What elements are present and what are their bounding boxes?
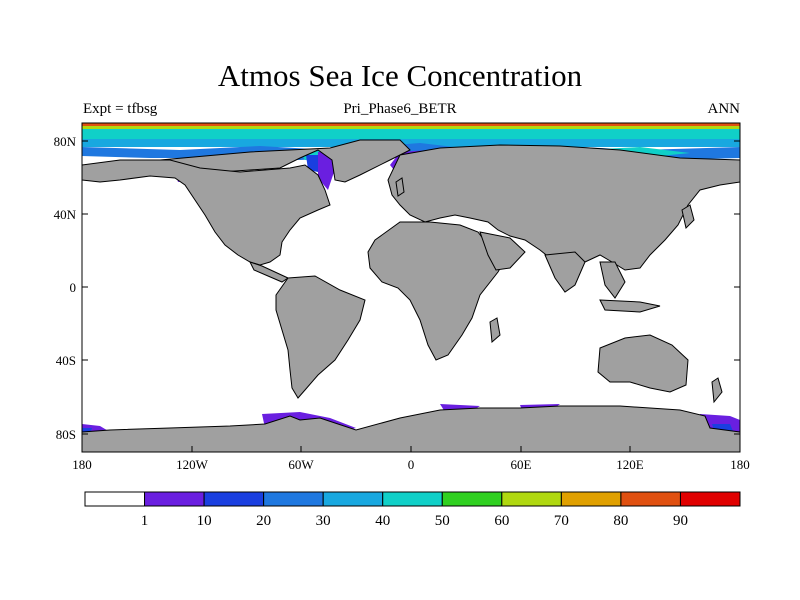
colorbar-label: 90	[673, 513, 688, 529]
lat-labels: 80N 40N 0 40S 80S	[54, 134, 77, 442]
colorbar-label: 40	[375, 513, 390, 529]
lon-ticks	[81, 446, 741, 452]
colorbar-label: 30	[316, 513, 331, 529]
colorbar-swatch	[263, 491, 324, 507]
colorbar-label: 10	[197, 513, 212, 529]
map-panel	[82, 123, 740, 452]
colorbar-swatch	[620, 491, 681, 507]
colorbar-swatch	[322, 491, 384, 507]
colorbar-swatch	[679, 491, 741, 507]
lat-label: 80N	[54, 134, 77, 149]
colorbar-swatch	[84, 491, 146, 507]
colorbar-swatch	[441, 491, 503, 507]
lat-ticks	[82, 140, 740, 435]
lon-label: 120W	[176, 457, 209, 472]
lat-label: 40N	[54, 207, 77, 222]
colorbar-swatch	[203, 491, 265, 507]
experiment-label: Expt = tfbsg	[83, 101, 158, 117]
lon-label: 60E	[511, 457, 532, 472]
lon-label: 180	[72, 457, 92, 472]
land	[82, 139, 740, 452]
colorbar-swatch	[501, 491, 562, 507]
colorbar-swatch	[382, 491, 443, 507]
colorbar-label: 80	[613, 513, 628, 529]
colorbar-label: 60	[494, 513, 509, 529]
lon-label: 180	[730, 457, 750, 472]
lon-labels: 180 120W 60W 0 60E 120E 180	[72, 457, 750, 472]
lon-label: 60W	[288, 457, 314, 472]
lat-label: 80S	[56, 427, 76, 442]
lat-label: 0	[70, 280, 77, 295]
lat-label: 40S	[56, 353, 76, 368]
lon-label: 0	[408, 457, 415, 472]
colorbar-label: 50	[435, 513, 450, 529]
colorbar-label: 20	[256, 513, 271, 529]
colorbar-swatch	[560, 491, 622, 507]
colorbar-swatch	[144, 491, 205, 507]
colorbar-labels: 1 10 20 30 40 50 60 70 80 90	[141, 513, 688, 529]
colorbar-label: 70	[554, 513, 569, 529]
colorbar-label: 1	[141, 513, 149, 529]
colorbar	[84, 491, 741, 507]
case-name: Pri_Phase6_BETR	[343, 101, 457, 117]
lon-label: 120E	[616, 457, 644, 472]
map-title: Atmos Sea Ice Concentration	[217, 58, 583, 93]
season-label: ANN	[707, 101, 741, 117]
